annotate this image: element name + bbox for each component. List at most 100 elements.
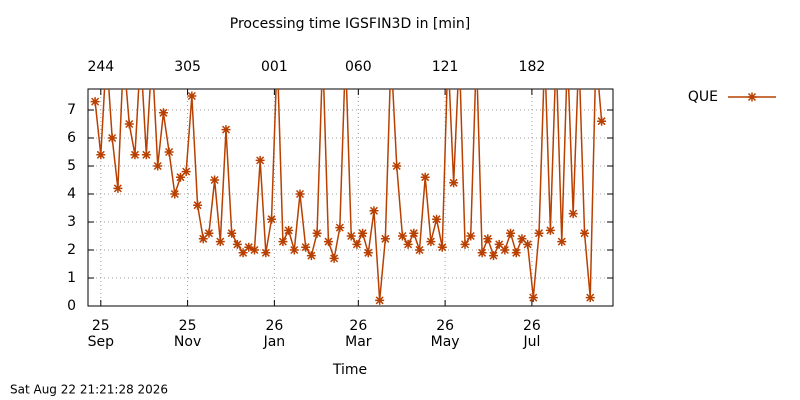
point — [301, 242, 311, 252]
point — [534, 228, 544, 238]
point — [306, 251, 316, 261]
point — [500, 245, 510, 255]
point — [523, 239, 533, 249]
point — [415, 245, 425, 255]
y-tick-label: 6 — [67, 130, 76, 146]
point — [409, 228, 419, 238]
x2-tick-label: 060 — [345, 59, 372, 75]
point — [273, 50, 282, 59]
point — [244, 242, 254, 252]
point — [397, 231, 407, 241]
series-line — [94, 89, 603, 301]
y-tick-label: 7 — [67, 102, 76, 118]
point — [506, 228, 516, 238]
point — [210, 175, 220, 185]
point — [96, 150, 106, 160]
point — [432, 214, 442, 224]
point — [580, 228, 590, 238]
point — [238, 248, 248, 258]
point — [102, 50, 111, 59]
x2-tick-label: 305 — [174, 59, 201, 75]
point — [420, 172, 430, 182]
point — [312, 228, 322, 238]
point — [380, 234, 390, 244]
footer: Sat Aug 22 21:21:28 2026 — [10, 383, 168, 397]
point — [124, 119, 134, 129]
point — [387, 50, 396, 59]
point — [278, 237, 288, 247]
point — [267, 214, 277, 224]
point — [552, 50, 561, 59]
point — [148, 50, 157, 59]
point — [215, 237, 225, 247]
x2-tick-label: 121 — [432, 59, 459, 75]
point — [130, 150, 140, 160]
x-tick-label: 25 Sep — [88, 318, 115, 350]
point — [375, 295, 385, 305]
point — [597, 116, 607, 126]
point — [574, 50, 583, 59]
legend-label: QUE — [688, 89, 718, 105]
point — [517, 234, 527, 244]
point — [449, 178, 459, 188]
point — [187, 91, 197, 101]
point — [232, 239, 242, 249]
point — [204, 228, 214, 238]
point — [119, 50, 128, 59]
point — [466, 231, 476, 241]
point — [557, 237, 567, 247]
x2-tick-label: 001 — [261, 59, 288, 75]
x-axis-label: Time — [332, 362, 367, 378]
point — [323, 237, 333, 247]
x-tick-label: 26 May — [431, 318, 460, 350]
point — [540, 50, 549, 59]
point — [329, 253, 339, 263]
point — [358, 228, 368, 238]
point — [261, 248, 271, 258]
x-tick-label: 25 Nov — [174, 318, 201, 350]
point — [477, 248, 487, 258]
point — [113, 183, 123, 193]
point — [585, 293, 595, 303]
y-tick-label: 2 — [67, 242, 76, 258]
point — [568, 209, 578, 219]
plot-frame — [87, 88, 614, 307]
point — [488, 251, 498, 261]
point — [107, 133, 117, 143]
point — [392, 161, 402, 171]
y-tick-label: 4 — [67, 186, 76, 202]
point — [289, 245, 299, 255]
plot-area — [90, 50, 607, 305]
legend-marker — [747, 92, 757, 102]
y-tick-label: 3 — [67, 214, 76, 230]
point — [472, 50, 481, 59]
point — [198, 234, 208, 244]
point — [193, 200, 203, 210]
point — [403, 239, 413, 249]
point — [437, 242, 447, 252]
point — [545, 225, 555, 235]
point — [460, 239, 470, 249]
point — [341, 50, 350, 59]
point — [591, 50, 600, 59]
point — [136, 50, 145, 59]
point — [141, 150, 151, 160]
point — [255, 155, 265, 165]
point — [164, 147, 174, 157]
point — [363, 248, 373, 258]
point — [181, 167, 191, 177]
x-tick-label: 26 Mar — [345, 318, 372, 350]
point — [346, 231, 356, 241]
point — [170, 189, 180, 199]
point — [443, 50, 452, 59]
point — [352, 239, 362, 249]
point — [175, 172, 185, 182]
point — [295, 189, 305, 199]
y-tick-label: 5 — [67, 158, 76, 174]
point — [511, 248, 521, 258]
point — [528, 293, 538, 303]
point — [227, 228, 237, 238]
point — [284, 225, 294, 235]
point — [563, 50, 572, 59]
